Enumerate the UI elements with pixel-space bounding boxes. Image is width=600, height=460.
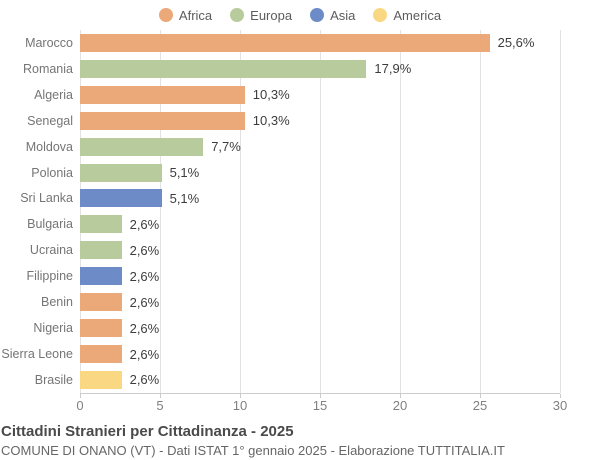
bar-rows: Marocco 25,6% Romania 17,9% Algeria 10,3% Sene… — [0, 30, 600, 393]
category-label: Romania — [22, 61, 73, 76]
value-label: 5,1% — [169, 190, 200, 206]
bar-row: Ucraina 2,6% — [0, 237, 600, 263]
bar-row: Senegal 10,3% — [0, 108, 600, 134]
bar-row: Polonia 5,1% — [0, 160, 600, 186]
bar — [80, 111, 245, 130]
bar — [80, 215, 122, 234]
category-label: Marocco — [25, 35, 73, 50]
gridline — [239, 30, 241, 393]
axis-tick — [480, 394, 481, 398]
category-label: Nigeria — [33, 321, 73, 336]
legend-swatch-icon — [310, 8, 325, 22]
value-label: 2,6% — [129, 242, 160, 258]
axis-tick — [320, 394, 321, 398]
bar-row: Sri Lanka 5,1% — [0, 186, 600, 212]
bar — [80, 33, 490, 52]
bar — [80, 59, 367, 78]
x-tick-label: 5 — [156, 398, 164, 413]
category-label: Benin — [41, 295, 73, 310]
legend: Africa Europa Asia America — [0, 0, 600, 30]
value-label: 2,6% — [129, 216, 160, 232]
gridline — [399, 30, 401, 393]
bar — [80, 85, 245, 104]
legend-label: America — [393, 7, 442, 23]
x-axis: 0 5 10 15 20 25 30 — [76, 398, 567, 414]
x-tick-label: 30 — [552, 398, 568, 413]
bar-row: Filippine 2,6% — [0, 263, 600, 289]
category-label: Filippine — [26, 269, 73, 284]
legend-label: Africa — [178, 7, 213, 23]
bar-row: Algeria 10,3% — [0, 82, 600, 108]
bar — [80, 189, 162, 208]
value-label: 10,3% — [252, 87, 290, 103]
bar-row: Romania 17,9% — [0, 56, 600, 82]
axis-tick — [399, 394, 401, 398]
category-label: Sierra Leone — [1, 347, 73, 362]
x-tick-label: 15 — [312, 398, 328, 413]
bar — [80, 293, 122, 312]
legend-item-africa: Africa — [158, 7, 213, 23]
category-label: Brasile — [34, 372, 73, 387]
bar — [80, 345, 122, 364]
legend-swatch-icon — [230, 8, 245, 22]
x-tick-label: 10 — [232, 398, 248, 413]
legend-item-america: America — [373, 8, 441, 23]
bar-row: Brasile 2,6% — [0, 367, 600, 393]
bar-row: Nigeria 2,6% — [0, 315, 600, 341]
bar — [80, 137, 204, 156]
bar-row: Marocco 25,6% — [0, 30, 600, 56]
value-label: 25,6% — [497, 35, 535, 51]
bar-row: Moldova 7,7% — [0, 134, 600, 160]
category-label: Sri Lanka — [20, 191, 73, 206]
legend-swatch-icon — [373, 8, 388, 22]
x-tick-label: 0 — [76, 398, 84, 413]
bar — [80, 163, 162, 182]
legend-item-asia: Asia — [310, 8, 355, 23]
bar-row: Bulgaria 2,6% — [0, 211, 600, 237]
value-label: 2,6% — [129, 268, 160, 284]
plot-area — [80, 30, 561, 398]
value-label: 5,1% — [169, 165, 200, 181]
bar — [80, 241, 122, 260]
legend-item-europa: Europa — [230, 8, 292, 23]
value-label: 7,7% — [211, 139, 241, 155]
value-label: 10,3% — [252, 113, 290, 129]
bar-row: Benin 2,6% — [0, 289, 600, 315]
legend-swatch-icon — [158, 8, 173, 22]
value-label: 2,6% — [129, 320, 160, 336]
gridline — [320, 30, 321, 393]
chart-title: Cittadini Stranieri per Cittadinanza - 2… — [1, 423, 294, 440]
gridline — [480, 30, 481, 393]
axis-tick — [560, 394, 561, 398]
bar — [80, 267, 122, 286]
axis-tick — [80, 394, 81, 398]
gridline — [80, 30, 81, 393]
category-label: Ucraina — [29, 243, 73, 258]
gridline — [159, 30, 161, 393]
category-label: Senegal — [27, 113, 73, 128]
value-label: 2,6% — [129, 346, 160, 362]
chart-subtitle: COMUNE DI ONANO (VT) - Dati ISTAT 1° gen… — [1, 443, 505, 458]
bar — [80, 370, 122, 389]
value-label: 2,6% — [129, 372, 160, 388]
value-label: 17,9% — [374, 61, 412, 77]
category-label: Bulgaria — [27, 217, 73, 232]
axis-tick — [239, 394, 241, 398]
value-label: 2,6% — [129, 294, 160, 310]
axis-tick — [159, 394, 161, 398]
category-label: Polonia — [31, 165, 73, 180]
legend-label: Asia — [330, 7, 356, 23]
category-label: Algeria — [34, 87, 73, 102]
bar — [80, 319, 122, 338]
x-tick-label: 25 — [472, 398, 488, 413]
bar-row: Sierra Leone 2,6% — [0, 341, 600, 367]
category-label: Moldova — [25, 139, 73, 154]
x-tick-label: 20 — [392, 398, 408, 413]
legend-label: Europa — [250, 7, 293, 23]
gridline — [560, 30, 561, 393]
